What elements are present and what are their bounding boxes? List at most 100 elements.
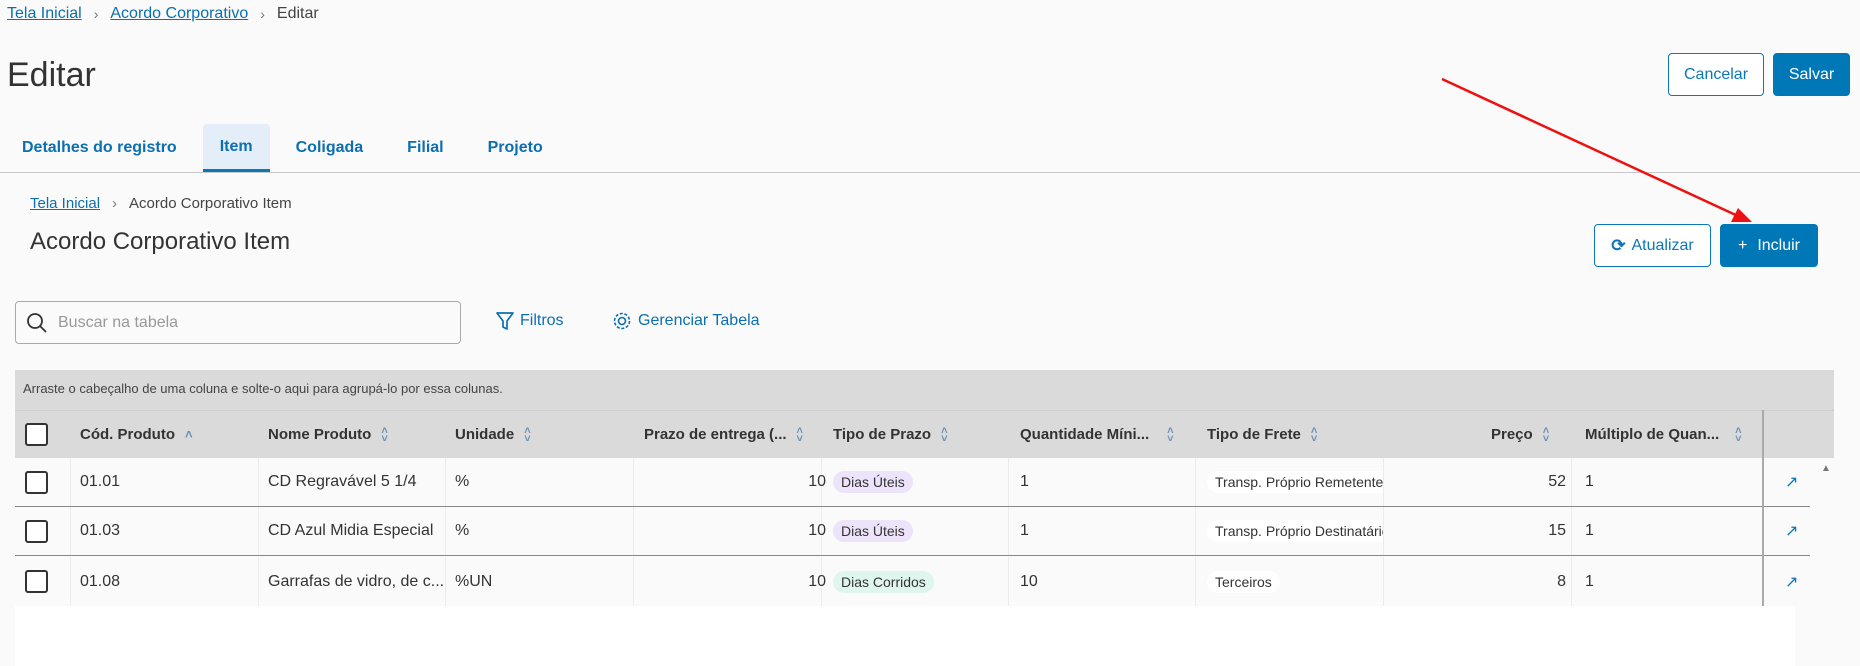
- table-empty-area: [15, 606, 1795, 666]
- sort-asc-icon[interactable]: ˄: [184, 426, 193, 442]
- row-select-cell: [25, 507, 48, 555]
- col-label: Unidade: [455, 426, 515, 443]
- col-prazo-entrega[interactable]: Prazo de entrega (... ˄ ˅: [644, 411, 803, 458]
- frozen-column-divider: [1762, 410, 1764, 606]
- table-row[interactable]: 01.01 CD Regravável 5 1/4 % 10 Dias Útei…: [15, 458, 1810, 507]
- search-field[interactable]: [15, 301, 461, 344]
- row-checkbox[interactable]: [25, 570, 48, 593]
- column-separator: [445, 507, 446, 555]
- cell-multiplo: 1: [1585, 473, 1594, 490]
- sort-icon[interactable]: ˄ ˅: [941, 424, 948, 445]
- open-record-icon[interactable]: ↗: [1785, 573, 1799, 591]
- col-label: Nome Produto: [268, 426, 372, 443]
- page-title: Editar: [7, 56, 96, 94]
- tipo-prazo-badge: Dias Úteis: [833, 520, 913, 542]
- cancel-button[interactable]: Cancelar: [1668, 53, 1764, 96]
- filters-button[interactable]: Filtros: [496, 311, 564, 331]
- col-label: Cód. Produto: [80, 426, 175, 443]
- manage-table-button[interactable]: Gerenciar Tabela: [612, 311, 760, 331]
- col-label: Prazo de entrega (...: [644, 426, 787, 443]
- scroll-up-icon[interactable]: ▲: [1821, 463, 1831, 474]
- col-multiplo[interactable]: Múltiplo de Quan... ˄ ˅: [1585, 411, 1742, 458]
- cell-cod-produto: 01.03: [80, 522, 121, 539]
- col-tipo-prazo[interactable]: Tipo de Prazo ˄ ˅: [833, 411, 948, 458]
- sort-icon[interactable]: ˄ ˅: [1542, 424, 1550, 445]
- cell-tipo-prazo: Dias Úteis: [833, 507, 913, 555]
- filter-icon: [496, 312, 514, 330]
- gear-icon: [613, 312, 631, 330]
- cell-prazo-entrega: 10: [808, 473, 826, 490]
- table-row[interactable]: 01.03 CD Azul Midia Especial % 10 Dias Ú…: [15, 507, 1810, 556]
- tipo-prazo-badge: Dias Úteis: [833, 471, 913, 493]
- add-button[interactable]: + Incluir: [1720, 224, 1818, 267]
- group-drop-zone[interactable]: Arraste o cabeçalho de uma coluna e solt…: [15, 370, 1834, 410]
- col-cod-produto[interactable]: Cód. Produto ˄: [80, 411, 193, 458]
- column-separator: [70, 458, 71, 506]
- save-button[interactable]: Salvar: [1773, 53, 1850, 96]
- column-separator: [70, 507, 71, 555]
- add-label: Incluir: [1757, 236, 1801, 254]
- column-separator: [70, 557, 71, 606]
- tab-detalhes[interactable]: Detalhes do registro: [22, 139, 177, 156]
- column-separator: [1571, 507, 1572, 555]
- breadcrumb-acordo[interactable]: Acordo Corporativo: [110, 5, 249, 22]
- col-quantidade-minima[interactable]: Quantidade Míni... ˄ ˅: [1020, 411, 1174, 458]
- tab-coligada[interactable]: Coligada: [295, 139, 364, 156]
- col-unidade[interactable]: Unidade ˄ ˅: [455, 411, 531, 458]
- row-select-cell: [25, 458, 48, 506]
- cell-preco: 15: [1548, 522, 1566, 539]
- tipo-frete-badge: Transp. Próprio Destinatário: [1207, 520, 1383, 542]
- col-preco[interactable]: Preço ˄ ˅: [1491, 411, 1549, 458]
- search-icon: [27, 312, 47, 333]
- refresh-button[interactable]: ⟳ Atualizar: [1594, 224, 1711, 267]
- cell-multiplo: 1: [1585, 572, 1594, 590]
- cell-cod-produto: 01.01: [80, 473, 121, 490]
- refresh-icon: ⟳: [1611, 235, 1626, 255]
- open-record-icon[interactable]: ↗: [1785, 523, 1799, 540]
- sub-breadcrumb-home[interactable]: Tela Inicial: [30, 195, 101, 212]
- tab-item[interactable]: Item: [202, 124, 270, 172]
- sort-icon[interactable]: ˄ ˅: [1735, 424, 1742, 445]
- breadcrumb-current: Editar: [276, 5, 319, 22]
- col-label: Múltiplo de Quan...: [1585, 426, 1720, 443]
- chevron-right-icon: ›: [112, 195, 118, 212]
- sort-icon[interactable]: ˄ ˅: [381, 424, 388, 445]
- column-separator: [1383, 507, 1384, 555]
- sort-icon[interactable]: ˄ ˅: [1310, 424, 1318, 445]
- cell-unidade: %UN: [455, 572, 493, 590]
- tab-divider: [0, 172, 1860, 173]
- filters-label: Filtros: [520, 312, 564, 329]
- sub-breadcrumb: Tela Inicial › Acordo Corporativo Item: [30, 195, 292, 212]
- cell-tipo-prazo: Dias Úteis: [833, 458, 913, 506]
- sort-icon[interactable]: ˄ ˅: [1167, 424, 1174, 445]
- cell-unidade: %: [455, 473, 470, 490]
- column-separator: [1008, 458, 1009, 506]
- tipo-frete-badge: Transp. Próprio Remetente: [1207, 471, 1383, 493]
- tab-filial[interactable]: Filial: [407, 139, 444, 156]
- section-title: Acordo Corporativo Item: [30, 228, 291, 255]
- column-separator: [445, 458, 446, 506]
- tab-projeto[interactable]: Projeto: [487, 139, 543, 156]
- table-header: Cód. Produto ˄ Nome Produto ˄ ˅ Unidade ˄ ˅ P…: [15, 410, 1834, 458]
- row-checkbox[interactable]: [25, 470, 48, 494]
- col-tipo-frete[interactable]: Tipo de Frete ˄ ˅: [1207, 411, 1317, 458]
- search-input[interactable]: [58, 313, 438, 332]
- cell-prazo-entrega: 10: [808, 572, 826, 590]
- column-separator: [633, 458, 634, 506]
- row-checkbox[interactable]: [25, 519, 48, 543]
- breadcrumb-home[interactable]: Tela Inicial: [7, 5, 82, 22]
- cell-multiplo: 1: [1585, 522, 1594, 539]
- column-separator: [1008, 557, 1009, 606]
- open-record-icon[interactable]: ↗: [1785, 474, 1799, 491]
- col-label: Preço: [1491, 426, 1533, 443]
- sort-icon[interactable]: ˄ ˅: [796, 424, 803, 445]
- cell-unidade: %: [455, 522, 470, 539]
- table-row[interactable]: 01.08 Garrafas de vidro, de c... %UN 10 …: [15, 557, 1810, 606]
- plus-icon: +: [1737, 236, 1748, 254]
- sort-icon[interactable]: ˄ ˅: [524, 424, 531, 445]
- select-all-checkbox[interactable]: [25, 423, 48, 446]
- cell-preco: 52: [1548, 473, 1566, 490]
- column-separator: [1195, 507, 1196, 555]
- col-nome-produto[interactable]: Nome Produto ˄ ˅: [268, 411, 388, 458]
